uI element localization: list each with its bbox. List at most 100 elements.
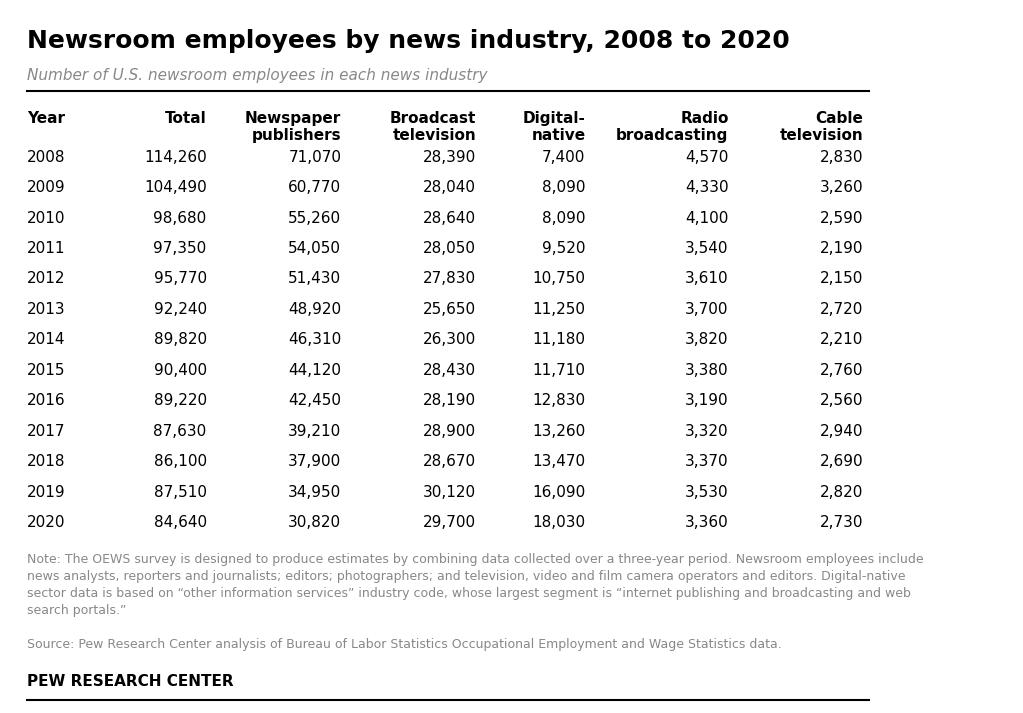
Text: 7,400: 7,400 bbox=[542, 150, 585, 165]
Text: 28,190: 28,190 bbox=[422, 394, 476, 409]
Text: 13,260: 13,260 bbox=[532, 424, 585, 438]
Text: Source: Pew Research Center analysis of Bureau of Labor Statistics Occupational : Source: Pew Research Center analysis of … bbox=[27, 638, 782, 651]
Text: 12,830: 12,830 bbox=[532, 394, 585, 409]
Text: 60,770: 60,770 bbox=[288, 180, 342, 195]
Text: 28,900: 28,900 bbox=[422, 424, 476, 438]
Text: 2,760: 2,760 bbox=[819, 363, 863, 378]
Text: 2015: 2015 bbox=[27, 363, 65, 378]
Text: 28,430: 28,430 bbox=[422, 363, 476, 378]
Text: 9,520: 9,520 bbox=[542, 241, 585, 256]
Text: 2,720: 2,720 bbox=[819, 302, 863, 317]
Text: PEW RESEARCH CENTER: PEW RESEARCH CENTER bbox=[27, 674, 233, 689]
Text: 3,380: 3,380 bbox=[684, 363, 728, 378]
Text: 25,650: 25,650 bbox=[422, 302, 476, 317]
Text: 95,770: 95,770 bbox=[153, 272, 207, 287]
Text: 10,750: 10,750 bbox=[532, 272, 585, 287]
Text: 3,700: 3,700 bbox=[685, 302, 728, 317]
Text: 2010: 2010 bbox=[27, 210, 65, 225]
Text: 2,560: 2,560 bbox=[819, 394, 863, 409]
Text: 98,680: 98,680 bbox=[153, 210, 207, 225]
Text: 3,370: 3,370 bbox=[684, 454, 728, 469]
Text: 11,250: 11,250 bbox=[532, 302, 585, 317]
Text: 2017: 2017 bbox=[27, 424, 65, 438]
Text: 2020: 2020 bbox=[27, 515, 65, 530]
Text: Broadcast
television: Broadcast television bbox=[390, 111, 476, 143]
Text: 42,450: 42,450 bbox=[288, 394, 342, 409]
Text: 87,630: 87,630 bbox=[153, 424, 207, 438]
Text: 44,120: 44,120 bbox=[288, 363, 342, 378]
Text: 37,900: 37,900 bbox=[288, 454, 342, 469]
Text: 2013: 2013 bbox=[27, 302, 65, 317]
Text: 90,400: 90,400 bbox=[153, 363, 207, 378]
Text: 2012: 2012 bbox=[27, 272, 65, 287]
Text: 87,510: 87,510 bbox=[153, 485, 207, 500]
Text: 2,730: 2,730 bbox=[819, 515, 863, 530]
Text: 46,310: 46,310 bbox=[288, 332, 342, 347]
Text: 3,540: 3,540 bbox=[685, 241, 728, 256]
Text: 2,210: 2,210 bbox=[819, 332, 863, 347]
Text: 11,710: 11,710 bbox=[532, 363, 585, 378]
Text: 86,100: 86,100 bbox=[153, 454, 207, 469]
Text: Number of U.S. newsroom employees in each news industry: Number of U.S. newsroom employees in eac… bbox=[27, 68, 487, 83]
Text: 4,330: 4,330 bbox=[684, 180, 728, 195]
Text: 4,100: 4,100 bbox=[685, 210, 728, 225]
Text: 28,640: 28,640 bbox=[422, 210, 476, 225]
Text: Total: Total bbox=[165, 111, 207, 125]
Text: 2019: 2019 bbox=[27, 485, 65, 500]
Text: 26,300: 26,300 bbox=[422, 332, 476, 347]
Text: 4,570: 4,570 bbox=[685, 150, 728, 165]
Text: Cable
television: Cable television bbox=[780, 111, 863, 143]
Text: 2016: 2016 bbox=[27, 394, 65, 409]
Text: 13,470: 13,470 bbox=[532, 454, 585, 469]
Text: 55,260: 55,260 bbox=[288, 210, 342, 225]
Text: 30,820: 30,820 bbox=[288, 515, 342, 530]
Text: 2,820: 2,820 bbox=[819, 485, 863, 500]
Text: Note: The OEWS survey is designed to produce estimates by combining data collect: Note: The OEWS survey is designed to pro… bbox=[27, 553, 924, 617]
Text: 11,180: 11,180 bbox=[532, 332, 585, 347]
Text: 16,090: 16,090 bbox=[532, 485, 585, 500]
Text: 2018: 2018 bbox=[27, 454, 65, 469]
Text: 89,220: 89,220 bbox=[153, 394, 207, 409]
Text: 48,920: 48,920 bbox=[288, 302, 342, 317]
Text: Digital-
native: Digital- native bbox=[523, 111, 585, 143]
Text: 3,320: 3,320 bbox=[684, 424, 728, 438]
Text: 2009: 2009 bbox=[27, 180, 65, 195]
Text: 3,610: 3,610 bbox=[684, 272, 728, 287]
Text: Newspaper
publishers: Newspaper publishers bbox=[246, 111, 342, 143]
Text: 27,830: 27,830 bbox=[422, 272, 476, 287]
Text: Radio
broadcasting: Radio broadcasting bbox=[616, 111, 728, 143]
Text: 54,050: 54,050 bbox=[288, 241, 342, 256]
Text: 104,490: 104,490 bbox=[144, 180, 207, 195]
Text: 34,950: 34,950 bbox=[288, 485, 342, 500]
Text: 3,820: 3,820 bbox=[685, 332, 728, 347]
Text: 2008: 2008 bbox=[27, 150, 65, 165]
Text: 71,070: 71,070 bbox=[288, 150, 342, 165]
Text: 39,210: 39,210 bbox=[288, 424, 342, 438]
Text: 3,190: 3,190 bbox=[684, 394, 728, 409]
Text: 8,090: 8,090 bbox=[542, 210, 585, 225]
Text: 29,700: 29,700 bbox=[422, 515, 476, 530]
Text: 18,030: 18,030 bbox=[532, 515, 585, 530]
Text: 2014: 2014 bbox=[27, 332, 65, 347]
Text: 2,190: 2,190 bbox=[819, 241, 863, 256]
Text: 89,820: 89,820 bbox=[153, 332, 207, 347]
Text: 84,640: 84,640 bbox=[153, 515, 207, 530]
Text: 8,090: 8,090 bbox=[542, 180, 585, 195]
Text: 114,260: 114,260 bbox=[144, 150, 207, 165]
Text: 28,670: 28,670 bbox=[422, 454, 476, 469]
Text: 2,590: 2,590 bbox=[819, 210, 863, 225]
Text: 2,940: 2,940 bbox=[819, 424, 863, 438]
Text: 2011: 2011 bbox=[27, 241, 65, 256]
Text: 51,430: 51,430 bbox=[288, 272, 342, 287]
Text: 30,120: 30,120 bbox=[422, 485, 476, 500]
Text: 28,390: 28,390 bbox=[422, 150, 476, 165]
Text: 28,050: 28,050 bbox=[422, 241, 476, 256]
Text: 3,360: 3,360 bbox=[684, 515, 728, 530]
Text: 2,690: 2,690 bbox=[819, 454, 863, 469]
Text: 97,350: 97,350 bbox=[153, 241, 207, 256]
Text: 3,530: 3,530 bbox=[684, 485, 728, 500]
Text: 3,260: 3,260 bbox=[819, 180, 863, 195]
Text: 2,830: 2,830 bbox=[819, 150, 863, 165]
Text: Newsroom employees by news industry, 2008 to 2020: Newsroom employees by news industry, 200… bbox=[27, 29, 790, 53]
Text: 28,040: 28,040 bbox=[422, 180, 476, 195]
